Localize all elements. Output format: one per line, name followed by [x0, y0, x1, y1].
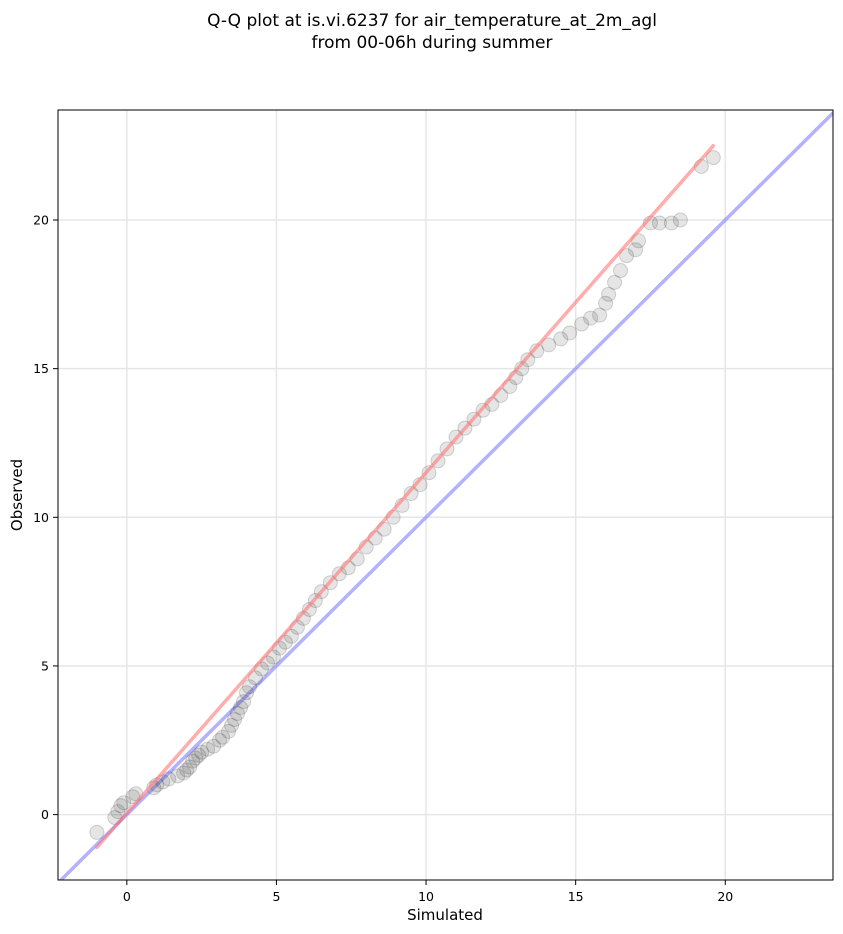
- y-tick-label: 0: [41, 807, 49, 822]
- data-point: [242, 679, 258, 695]
- data-point: [583, 310, 599, 326]
- grid-lines: [58, 110, 833, 880]
- data-point: [529, 343, 545, 359]
- data-point: [601, 286, 617, 302]
- data-point: [110, 804, 126, 820]
- x-tick-label: 10: [418, 889, 434, 904]
- data-point: [179, 762, 195, 778]
- y-axis-label: Observed: [8, 459, 26, 531]
- data-point: [191, 747, 207, 763]
- data-point: [200, 741, 216, 757]
- data-point: [206, 738, 222, 754]
- data-point: [239, 685, 255, 701]
- y-tick-label: 5: [41, 658, 49, 673]
- data-point: [161, 771, 177, 787]
- y-tick-label: 15: [33, 361, 49, 376]
- one-to-one-line: [58, 111, 833, 880]
- data-point: [236, 694, 252, 710]
- plot-frame: [57, 109, 834, 881]
- x-axis-ticks: 0 5 10 15 20: [123, 880, 733, 904]
- data-point: [221, 723, 237, 739]
- x-tick-label: 5: [272, 889, 280, 904]
- data-point: [607, 274, 623, 290]
- data-point: [562, 325, 578, 341]
- data-point: [170, 768, 186, 784]
- data-point: [233, 700, 249, 716]
- data-point: [224, 717, 240, 733]
- data-point: [265, 649, 281, 665]
- data-point: [421, 465, 437, 481]
- data-point: [541, 337, 557, 353]
- chart-subtitle: from 00-06h during summer: [312, 33, 553, 53]
- data-point: [212, 732, 228, 748]
- y-tick-label: 10: [33, 510, 49, 525]
- data-point: [182, 759, 198, 775]
- data-point: [651, 215, 667, 231]
- x-tick-label: 0: [123, 889, 131, 904]
- data-point: [185, 753, 201, 769]
- data-point: [592, 307, 608, 323]
- data-point: [301, 601, 317, 617]
- data-point: [672, 212, 688, 228]
- data-point: [116, 795, 132, 811]
- data-point: [194, 744, 210, 760]
- data-point: [176, 765, 192, 781]
- data-point: [188, 750, 204, 766]
- data-point: [227, 711, 243, 727]
- x-tick-label: 15: [568, 889, 584, 904]
- data-point: [230, 706, 246, 722]
- data-point: [628, 242, 644, 258]
- data-point: [613, 263, 629, 279]
- x-tick-label: 20: [717, 889, 733, 904]
- data-point: [89, 824, 105, 840]
- data-point: [663, 215, 679, 231]
- data-point: [247, 670, 263, 686]
- data-point: [403, 486, 419, 502]
- y-tick-label: 20: [33, 213, 49, 228]
- data-point: [574, 316, 590, 332]
- fit-line: [95, 143, 716, 850]
- chart-title: Q-Q plot at is.vi.6237 for air_temperatu…: [207, 11, 657, 31]
- y-axis-ticks: 0 5 10 15 20: [33, 213, 58, 822]
- x-axis-label: Simulated: [407, 906, 483, 924]
- data-point: [619, 248, 635, 264]
- data-point: [598, 295, 614, 311]
- data-point: [553, 331, 569, 347]
- data-point: [215, 729, 231, 745]
- data-point: [705, 150, 721, 166]
- data-point: [113, 798, 129, 814]
